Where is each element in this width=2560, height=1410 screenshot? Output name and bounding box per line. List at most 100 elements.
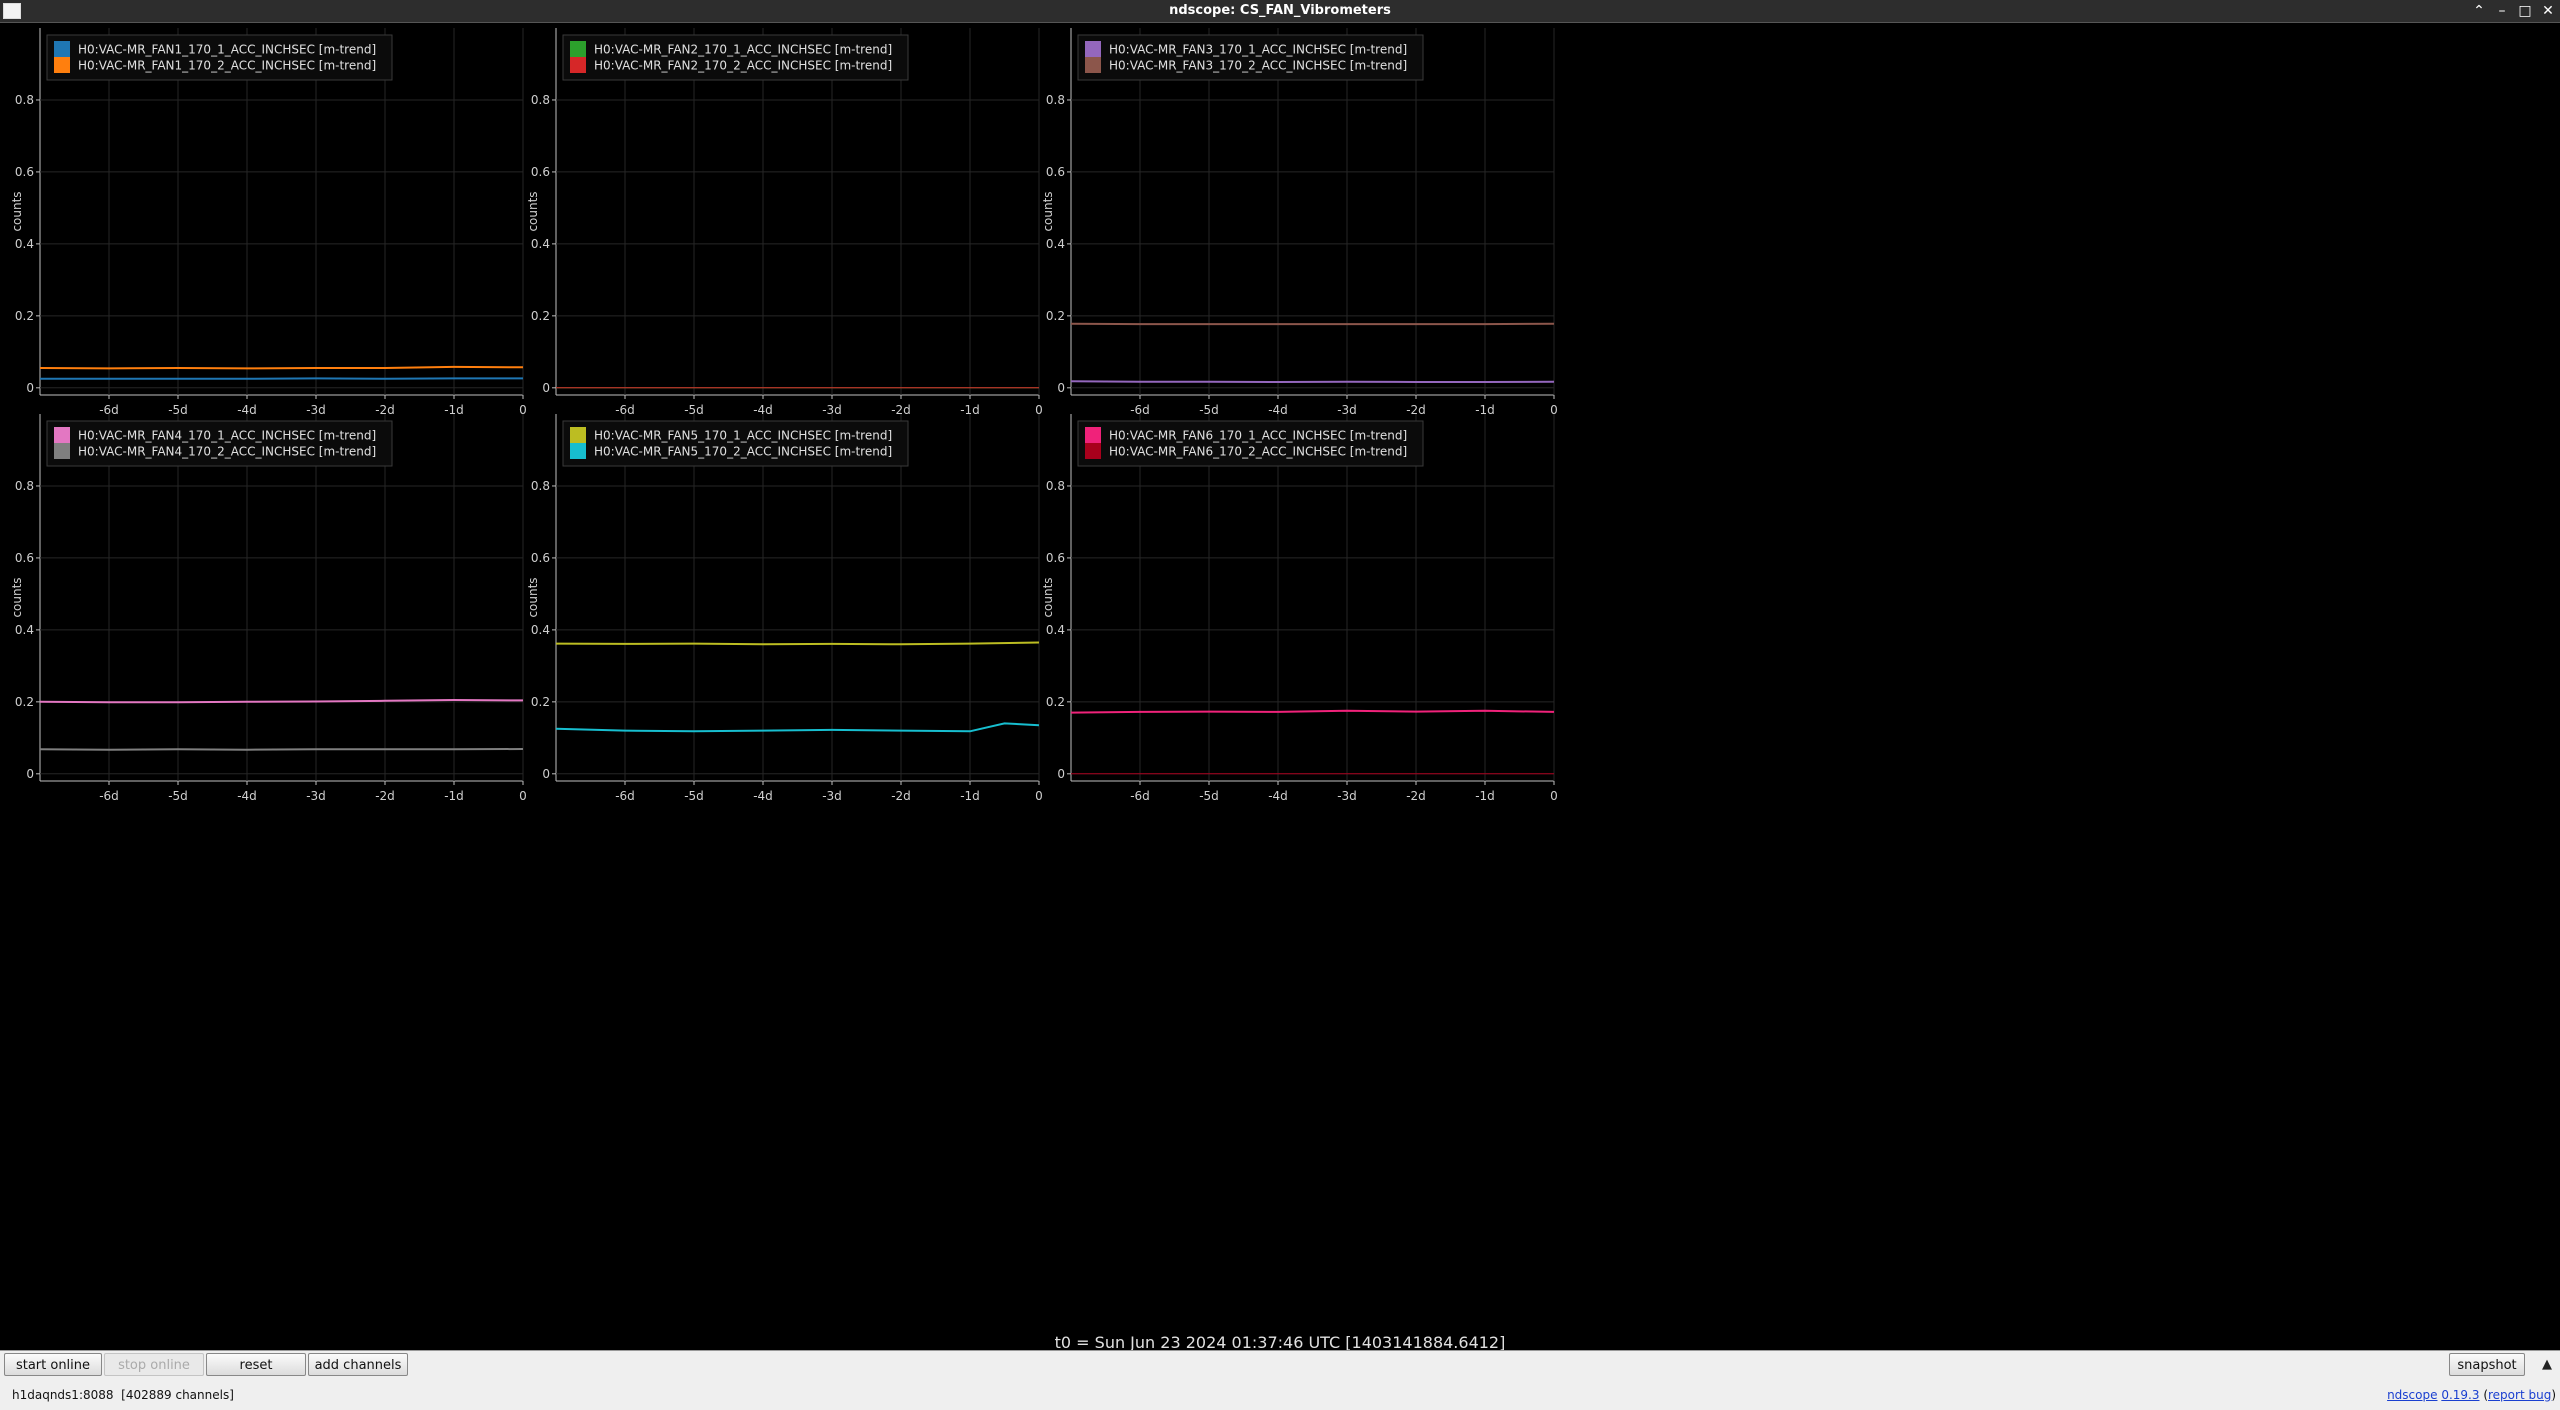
legend-entry-label: H0:VAC-MR_FAN1_170_2_ACC_INCHSEC [m-tren…	[78, 59, 376, 73]
nds-server: h1daqnds1:8088	[12, 1388, 114, 1402]
y-tick-label: 0.6	[531, 165, 550, 179]
series-line-2[interactable]	[556, 723, 1039, 731]
minimize-window-button[interactable]: –	[2491, 0, 2513, 22]
y-tick-label: 0.4	[15, 237, 34, 251]
series-line-1[interactable]	[556, 643, 1039, 645]
legend-swatch[interactable]	[54, 57, 70, 73]
plots-canvas[interactable]: counts 0 0.2 0.4 0.6 0.8 -6d -5d -4d -3d -2d -1d 0 H0…	[0, 23, 2560, 1350]
y-tick-label: 0.6	[15, 165, 34, 179]
x-tick-label: -3d	[822, 789, 842, 803]
x-tick-label: 0	[1035, 789, 1043, 803]
legend-swatch[interactable]	[570, 41, 586, 57]
legend: H0:VAC-MR_FAN5_170_1_ACC_INCHSEC [m-tren…	[563, 421, 908, 466]
x-tick-label: -6d	[99, 789, 119, 803]
ndscope-link[interactable]: ndscope	[2387, 1388, 2437, 1402]
start-online-button[interactable]: start online	[4, 1353, 102, 1376]
y-axis-label: counts	[10, 577, 24, 617]
legend: H0:VAC-MR_FAN1_170_1_ACC_INCHSEC [m-tren…	[47, 35, 392, 80]
y-axis-label: counts	[526, 577, 540, 617]
y-tick-label: 0	[26, 767, 34, 781]
legend-swatch[interactable]	[1085, 41, 1101, 57]
y-tick-label: 0.6	[15, 551, 34, 565]
y-tick-label: 0.8	[15, 479, 34, 493]
legend-entry-label: H0:VAC-MR_FAN6_170_2_ACC_INCHSEC [m-tren…	[1109, 445, 1407, 459]
series-line-1[interactable]	[1071, 381, 1554, 382]
legend-entry-label: H0:VAC-MR_FAN2_170_2_ACC_INCHSEC [m-tren…	[594, 59, 892, 73]
x-tick-label: -3d	[306, 789, 326, 803]
y-tick-label: 0.6	[1046, 551, 1065, 565]
legend-swatch[interactable]	[1085, 427, 1101, 443]
channel-count: [402889 channels]	[121, 1388, 234, 1402]
legend: H0:VAC-MR_FAN2_170_1_ACC_INCHSEC [m-tren…	[563, 35, 908, 80]
legend-swatch[interactable]	[54, 427, 70, 443]
x-tick-label: -3d	[1337, 789, 1357, 803]
legend-entry-label: H0:VAC-MR_FAN4_170_2_ACC_INCHSEC [m-tren…	[78, 445, 376, 459]
y-tick-label: 0.2	[15, 695, 34, 709]
y-tick-label: 0	[1057, 767, 1065, 781]
y-tick-label: 0.2	[531, 695, 550, 709]
window-title-bar: ndscope: CS_FAN_Vibrometers ⌃ – □ ✕	[0, 0, 2560, 23]
y-axis-label: counts	[1041, 191, 1055, 231]
x-tick-label: -4d	[237, 789, 257, 803]
legend-swatch[interactable]	[570, 427, 586, 443]
series-line-2[interactable]	[40, 367, 523, 369]
y-tick-label: 0	[542, 381, 550, 395]
y-tick-label: 0.6	[531, 551, 550, 565]
legend-swatch[interactable]	[570, 57, 586, 73]
window-title: ndscope: CS_FAN_Vibrometers	[0, 0, 2560, 22]
y-tick-label: 0.2	[15, 309, 34, 323]
legend-entry-label: H0:VAC-MR_FAN4_170_1_ACC_INCHSEC [m-tren…	[78, 429, 376, 443]
close-window-button[interactable]: ✕	[2537, 0, 2559, 22]
collapse-panel-arrow-icon[interactable]: ▲	[2542, 1357, 2552, 1372]
y-tick-label: 0.4	[1046, 623, 1065, 637]
series-line-2[interactable]	[40, 749, 523, 750]
legend-entry-label: H0:VAC-MR_FAN3_170_2_ACC_INCHSEC [m-tren…	[1109, 59, 1407, 73]
x-tick-label: -2d	[891, 789, 911, 803]
legend-swatch[interactable]	[54, 443, 70, 459]
x-tick-label: -6d	[1130, 789, 1150, 803]
y-tick-label: 0	[542, 767, 550, 781]
y-tick-label: 0.6	[1046, 165, 1065, 179]
x-tick-label: -4d	[753, 789, 773, 803]
x-tick-label: -6d	[615, 789, 635, 803]
x-tick-label: -1d	[444, 789, 464, 803]
legend-swatch[interactable]	[570, 443, 586, 459]
legend-entry-label: H0:VAC-MR_FAN2_170_1_ACC_INCHSEC [m-tren…	[594, 43, 892, 57]
bottom-toolbar: start online stop online reset add chann…	[0, 1350, 2560, 1410]
collapse-window-button[interactable]: ⌃	[2468, 0, 2490, 22]
x-tick-label: -2d	[375, 789, 395, 803]
snapshot-button[interactable]: snapshot	[2449, 1353, 2525, 1376]
x-tick-label: -4d	[1268, 789, 1288, 803]
legend-swatch[interactable]	[1085, 443, 1101, 459]
version-info: ndscope 0.19.3 (report bug)	[2387, 1388, 2556, 1402]
y-axis-label: counts	[1041, 577, 1055, 617]
legend-swatch[interactable]	[1085, 57, 1101, 73]
y-tick-label: 0.2	[1046, 695, 1065, 709]
report-bug-link[interactable]: report bug	[2488, 1388, 2551, 1402]
version-link[interactable]: 0.19.3	[2441, 1388, 2479, 1402]
y-tick-label: 0.4	[1046, 237, 1065, 251]
add-channels-button[interactable]: add channels	[308, 1353, 408, 1376]
legend-swatch[interactable]	[54, 41, 70, 57]
stop-online-button[interactable]: stop online	[104, 1353, 204, 1376]
legend-entry-label: H0:VAC-MR_FAN3_170_1_ACC_INCHSEC [m-tren…	[1109, 43, 1407, 57]
reset-button[interactable]: reset	[206, 1353, 306, 1376]
maximize-window-button[interactable]: □	[2514, 0, 2536, 22]
legend-entry-label: H0:VAC-MR_FAN1_170_1_ACC_INCHSEC [m-tren…	[78, 43, 376, 57]
x-tick-label: 0	[1550, 789, 1558, 803]
y-tick-label: 0.4	[531, 623, 550, 637]
legend-entry-label: H0:VAC-MR_FAN5_170_1_ACC_INCHSEC [m-tren…	[594, 429, 892, 443]
legend-entry-label: H0:VAC-MR_FAN5_170_2_ACC_INCHSEC [m-tren…	[594, 445, 892, 459]
legend: H0:VAC-MR_FAN6_170_1_ACC_INCHSEC [m-tren…	[1078, 421, 1423, 466]
y-tick-label: 0	[1057, 381, 1065, 395]
x-tick-label: -5d	[1199, 789, 1219, 803]
x-tick-label: -1d	[1475, 789, 1495, 803]
plot-area[interactable]: counts 0 0.2 0.4 0.6 0.8 -6d -5d -4d -3d -2d -1d 0 H0…	[0, 23, 2560, 1350]
series-line-1[interactable]	[1071, 711, 1554, 713]
